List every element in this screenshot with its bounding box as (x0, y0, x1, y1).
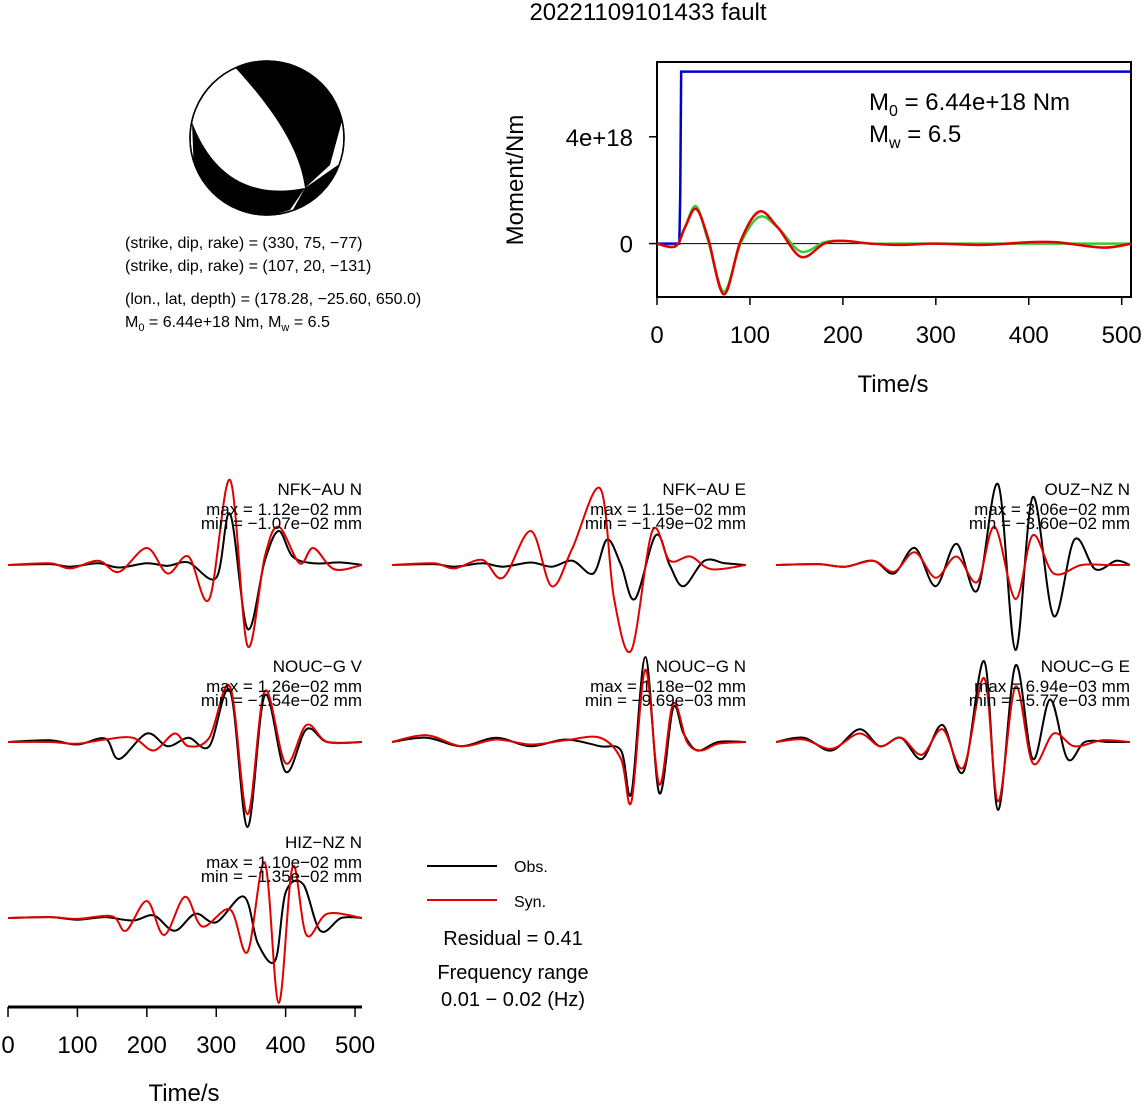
max-amplitude: max = 3.06e−02 mm (974, 500, 1130, 519)
legend: Obs. Syn. Residual = 0.41 Frequency rang… (427, 859, 589, 1011)
synthetic-trace (7, 478, 363, 648)
station-label: NOUC−G E (1041, 657, 1130, 676)
page-title: 20221109101433 fault (529, 0, 766, 26)
synthetic-trace (775, 525, 1130, 601)
max-amplitude: max = 1.26e−02 mm (206, 677, 362, 696)
synthetic-trace (7, 683, 363, 816)
stf-syn-line (656, 207, 1132, 296)
max-amplitude: max = 6.94e−03 mm (974, 677, 1130, 696)
station-label: NFK−AU E (662, 480, 746, 499)
residual-text: Residual = 0.41 (443, 928, 583, 950)
moment-plot-frame (656, 61, 1132, 298)
legend-obs-label: Obs. (514, 859, 548, 876)
station-label: HIZ−NZ N (285, 833, 362, 852)
moment-xtick-label: 0 (650, 322, 663, 349)
synthetic-trace (391, 486, 747, 654)
nodal-plane-1: (strike, dip, rake) = (330, 75, −77) (125, 235, 362, 252)
waveform-xtick-label: 300 (196, 1032, 236, 1059)
moment-annotation-m0: M0 = 6.44e+18 Nm (869, 89, 1070, 120)
synthetic-trace (775, 677, 1131, 803)
max-amplitude: max = 1.12e−02 mm (206, 500, 362, 519)
min-amplitude: min = −1.07e−02 mm (201, 514, 362, 533)
station-label: NOUC−G N (656, 657, 746, 676)
min-amplitude: min = −1.35e−02 mm (201, 867, 362, 886)
min-amplitude: min = −1.54e−02 mm (201, 691, 362, 710)
beachball (189, 60, 345, 216)
waveform-time-axis: 0 100 200 300 400 500 (1, 1005, 375, 1059)
moment-ytick-label: 0 (620, 232, 633, 259)
station-label: NOUC−G V (273, 657, 363, 676)
max-amplitude: max = 1.18e−02 mm (590, 677, 746, 696)
max-amplitude: max = 1.15e−02 mm (590, 500, 746, 519)
station-label: NFK−AU N (277, 480, 362, 499)
nodal-plane-2: (strike, dip, rake) = (107, 20, −131) (125, 258, 371, 275)
moment-xtick-label: 400 (1009, 322, 1049, 349)
moment-xtick-label: 200 (823, 322, 863, 349)
station-label: OUZ−NZ N (1045, 480, 1130, 499)
waveform-xtick-label: 0 (1, 1032, 14, 1059)
moment-xtick-label: 500 (1102, 322, 1142, 349)
moment-xtick-label: 300 (916, 322, 956, 349)
moment-ylabel: Moment/Nm (502, 115, 529, 246)
observed-trace (775, 660, 1130, 812)
legend-syn-label: Syn. (514, 894, 546, 911)
observed-trace (391, 533, 747, 601)
min-amplitude: min = −3.60e−02 mm (969, 514, 1130, 533)
min-amplitude: min = −5.77e−03 mm (969, 691, 1130, 710)
min-amplitude: min = −9.69e−03 mm (585, 691, 746, 710)
waveform-xlabel: Time/s (148, 1080, 219, 1104)
moment-function-line (657, 70, 1131, 245)
observed-trace (7, 879, 363, 964)
min-amplitude: min = −1.49e−02 mm (585, 514, 746, 533)
observed-trace (7, 688, 363, 829)
moment-annotation-mw: Mw = 6.5 (869, 121, 961, 152)
moment-ytick-label: 4e+18 (566, 125, 633, 152)
moment-xlabel: Time/s (857, 371, 928, 398)
stf-obs-line (656, 204, 1131, 293)
synthetic-trace (391, 668, 747, 806)
moment-xtick-label: 100 (730, 322, 770, 349)
waveform-xtick-label: 400 (266, 1032, 306, 1059)
frequency-range-value: 0.01 − 0.02 (Hz) (441, 989, 585, 1011)
frequency-range-label: Frequency range (437, 962, 588, 984)
hypocenter-location: (lon., lat, depth) = (178.28, −25.60, 65… (125, 291, 421, 308)
moment-magnitude-line: M0 = 6.44e+18 Nm, Mw = 6.5 (125, 314, 330, 334)
waveform-xtick-label: 200 (127, 1032, 167, 1059)
waveform-xtick-label: 100 (57, 1032, 97, 1059)
waveform-xtick-label: 500 (335, 1032, 375, 1059)
beachball-compressional (230, 61, 344, 188)
synthetic-trace (7, 861, 363, 1005)
max-amplitude: max = 1.10e−02 mm (206, 853, 362, 872)
